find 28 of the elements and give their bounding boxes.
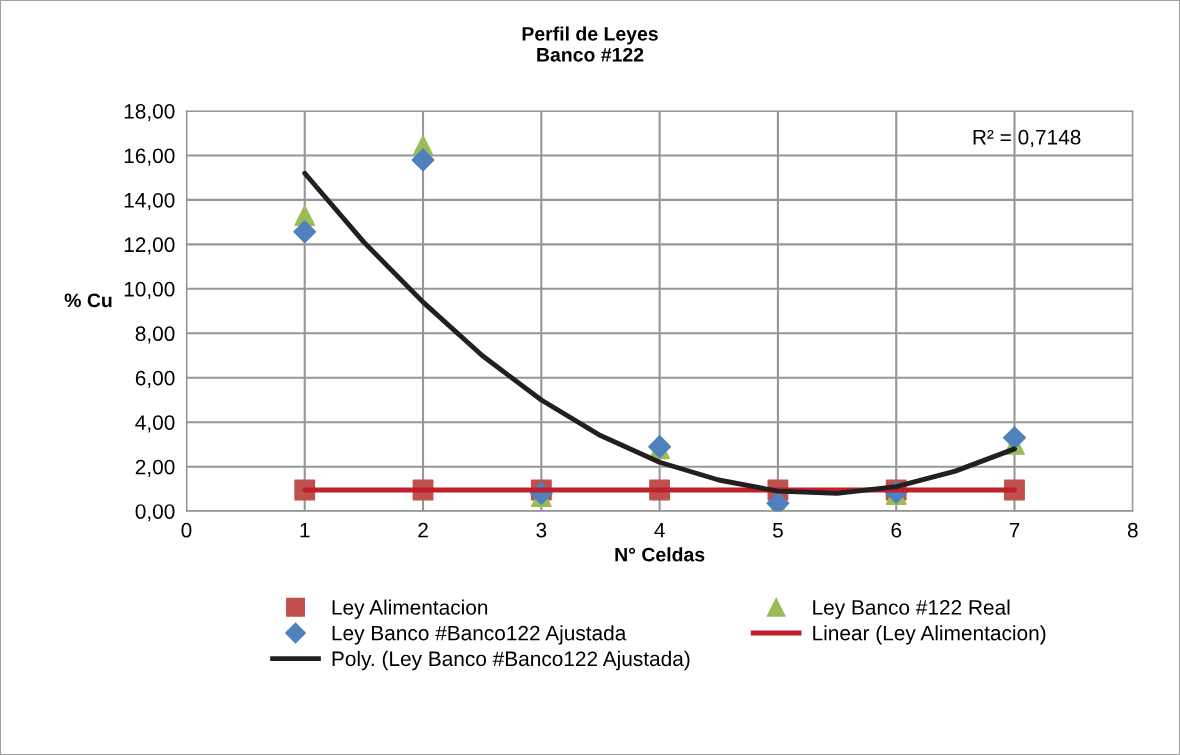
y-tick-label: 8,00 xyxy=(135,326,175,344)
y-tick-label: 12,00 xyxy=(124,237,175,255)
y-tick-label: 18,00 xyxy=(124,103,175,122)
x-axis-title: N° Celdas xyxy=(615,547,705,562)
y-axis-title: % Cu xyxy=(64,293,112,308)
x-tick-label: 2 xyxy=(418,522,428,538)
x-tick-label: 5 xyxy=(772,523,783,538)
x-tick-label: 4 xyxy=(654,523,665,538)
x-tick-label: 7 xyxy=(1009,523,1020,538)
legend-label: Poly. (Ley Banco #Banco122 Ajustada) xyxy=(332,650,690,671)
y-tick-label: 0,00 xyxy=(135,504,175,522)
legend-label: Ley Banco #122 Real xyxy=(813,599,1010,619)
y-tick-label: 4,00 xyxy=(135,415,175,433)
legend-label: Ley Alimentacion xyxy=(332,599,488,619)
x-tick-label: 0 xyxy=(181,522,192,538)
y-tick-label: 10,00 xyxy=(124,281,175,300)
annotation: R² = 0,7148 xyxy=(973,129,1081,148)
legend-label: Linear (Ley Alimentacion) xyxy=(813,625,1046,645)
y-tick-label: 2,00 xyxy=(135,459,175,477)
y-tick-label: 14,00 xyxy=(124,192,175,211)
y-tick-label: 16,00 xyxy=(124,148,175,166)
x-tick-label: 8 xyxy=(1127,522,1138,538)
y-tick-label: 6,00 xyxy=(135,370,175,388)
x-tick-label: 3 xyxy=(536,522,547,538)
legend-label: Ley Banco #Banco122 Ajustada xyxy=(332,625,627,645)
x-tick-label: 6 xyxy=(891,522,902,538)
chart-title: Perfil de Leyes Banco #122 xyxy=(522,26,658,62)
x-tick-label: 1 xyxy=(300,523,310,538)
